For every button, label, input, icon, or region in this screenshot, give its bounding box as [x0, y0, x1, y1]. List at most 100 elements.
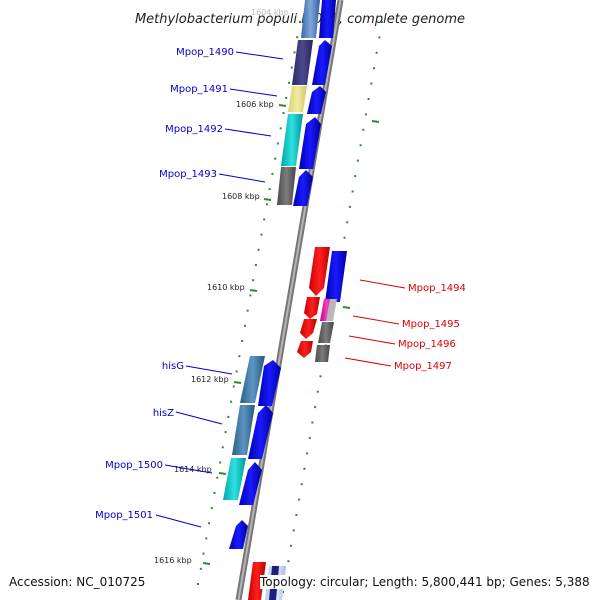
gene-label-mpop-1500[interactable]: Mpop_1500 [105, 460, 163, 471]
ruler-dot [268, 188, 271, 191]
ruler-dot [308, 436, 311, 439]
ruler-dot [303, 467, 306, 470]
gene-box-mpop-1491[interactable] [288, 86, 307, 112]
gene-box-hisg[interactable] [240, 356, 265, 403]
leader-mpop-1496 [348, 335, 396, 345]
gene-arrow-hisz[interactable] [248, 405, 273, 459]
ruler-dot [290, 66, 293, 69]
gene-box-hisz[interactable] [232, 405, 255, 455]
ruler-dot [351, 190, 354, 193]
ruler-dot [279, 127, 282, 130]
ruler-dot [295, 514, 298, 516]
ruler-dot [197, 583, 199, 585]
ruler-dot [314, 406, 317, 409]
ruler-dot [210, 507, 213, 510]
ruler-dot [343, 236, 346, 239]
ruler-dot [378, 36, 381, 39]
ruler-dot [235, 370, 238, 373]
gene-box-mpop-1497[interactable] [315, 345, 330, 362]
gene-arrow-partial-top[interactable] [319, 0, 336, 38]
ruler-dot [296, 36, 299, 39]
ruler-dot [241, 340, 244, 342]
leader-mpop-1494 [359, 279, 406, 289]
gene-label-hisg[interactable]: hisG [162, 361, 184, 372]
gene-label-mpop-1491[interactable]: Mpop_1491 [170, 84, 228, 95]
ruler-dot [230, 400, 233, 403]
gene-box-mpop-1493[interactable] [277, 167, 296, 205]
left-scale-ruler [197, 21, 301, 585]
kbp-tick-1610 [249, 289, 258, 292]
gene-arrow-mpop-1494[interactable] [309, 247, 330, 296]
kbp-tick-1614 [218, 472, 227, 475]
gene-label-mpop-1490[interactable]: Mpop_1490 [176, 47, 234, 58]
gene-arrow-mpop-1491[interactable] [307, 86, 326, 114]
ruler-dot [274, 157, 277, 160]
gene-box-mpop-1490[interactable] [292, 40, 313, 85]
gene-box-mpop-1496[interactable] [318, 322, 334, 343]
ruler-dot [362, 128, 365, 131]
gene-box-partial-bottom-red[interactable] [248, 562, 266, 600]
gene-label-mpop-1494[interactable]: Mpop_1494 [408, 283, 466, 294]
map-title: Methylobacterium populi BJ001, complete … [135, 12, 465, 27]
gene-label-mpop-1497[interactable]: Mpop_1497 [394, 361, 452, 372]
forward-gene-tracks [223, 0, 336, 600]
gene-arrow-mpop-1493[interactable] [293, 170, 313, 206]
kbp-label-1610: 1610 kbp [207, 283, 245, 292]
gene-box-mpop-1500[interactable] [223, 458, 246, 500]
ruler-dot [282, 112, 285, 115]
gene-box-mpop-1494[interactable] [325, 251, 347, 302]
ruler-dot [205, 537, 208, 540]
gene-arrow-mpop-1500[interactable] [239, 462, 262, 505]
kbp-label-1616: 1616 kbp [154, 556, 192, 565]
gene-arrow-mpop-1496[interactable] [300, 319, 317, 339]
kbp-label-1604: 1604 kbp [251, 8, 289, 17]
gene-box-mpop-1495b[interactable] [326, 299, 337, 321]
ruler-dot [359, 144, 362, 147]
ruler-dot [263, 218, 266, 221]
ruler-dot [288, 81, 290, 84]
ruler-dot [243, 324, 246, 327]
ruler-dot [213, 491, 216, 494]
kbp-label-1606: 1606 kbp [236, 100, 274, 109]
ruler-dot [367, 98, 370, 100]
ruler-dot [238, 355, 241, 358]
ruler-dot [290, 544, 292, 547]
ruler-dot [221, 446, 224, 449]
leader-mpop-1493 [218, 173, 266, 183]
gene-box-mpop-1492[interactable] [281, 114, 303, 166]
gene-arrow-mpop-1492[interactable] [299, 117, 321, 169]
gene-label-mpop-1501[interactable]: Mpop_1501 [95, 510, 153, 521]
ruler-dot [285, 96, 288, 99]
gene-arrow-mpop-1490[interactable] [312, 40, 332, 85]
ruler-dot [249, 294, 252, 297]
leader-hisg [185, 365, 233, 375]
ruler-dot [265, 203, 268, 206]
ruler-dot [316, 390, 319, 393]
gene-label-mpop-1493[interactable]: Mpop_1493 [159, 169, 217, 180]
leader-mpop-1497 [344, 357, 392, 367]
ruler-dot [216, 476, 219, 479]
gene-arrow-hisg[interactable] [258, 360, 281, 406]
gene-arrow-mpop-1501[interactable] [229, 520, 248, 549]
ruler-dot [306, 452, 309, 455]
gene-arrow-mpop-1495[interactable] [304, 297, 320, 319]
ruler-dot [346, 221, 349, 224]
accession-label: Accession: NC_010725 [9, 575, 146, 589]
ruler-dot [282, 591, 284, 593]
ruler-dot [246, 309, 249, 312]
gene-box-partial-top[interactable] [301, 0, 320, 38]
leader-mpop-1495 [352, 315, 400, 325]
gene-label-hisz[interactable]: hisZ [153, 408, 174, 419]
gene-arrow-mpop-1497[interactable] [297, 341, 313, 358]
ruler-dot [298, 498, 301, 501]
gene-label-mpop-1492[interactable]: Mpop_1492 [165, 124, 223, 135]
kbp-label-1608: 1608 kbp [222, 192, 260, 201]
gene-label-mpop-1495[interactable]: Mpop_1495 [402, 319, 460, 330]
gene-label-mpop-1496[interactable]: Mpop_1496 [398, 339, 456, 350]
ruler-dot [202, 552, 205, 555]
leader-mpop-1492 [224, 128, 272, 137]
topology-summary: Topology: circular; Length: 5,800,441 bp… [260, 575, 590, 589]
ruler-dot [232, 385, 235, 388]
leader-hisz [175, 411, 223, 425]
